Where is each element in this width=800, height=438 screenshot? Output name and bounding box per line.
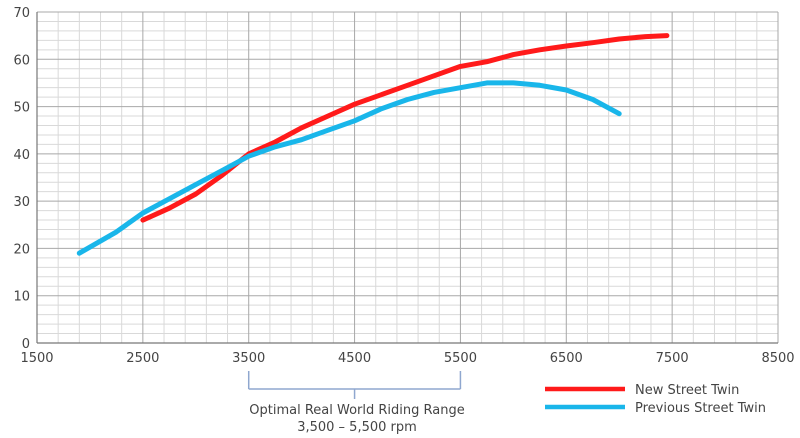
series-lines [76, 33, 670, 256]
x-tick-label: 4500 [338, 351, 371, 366]
x-tick-label: 2500 [126, 351, 159, 366]
x-tick-label: 6500 [550, 351, 583, 366]
y-tick-label: 10 [13, 290, 30, 305]
x-tick-label: 7500 [656, 351, 689, 366]
x-tick-label: 1500 [20, 351, 53, 366]
y-tick-label: 60 [13, 53, 30, 68]
y-tick-label: 30 [13, 195, 30, 210]
x-tick-label: 3500 [232, 351, 265, 366]
legend-label-previous-street-twin: Previous Street Twin [635, 401, 766, 416]
y-tick-label: 0 [22, 337, 30, 352]
range-annotation-line2: 3,500 – 5,500 rpm [297, 420, 417, 435]
legend: New Street Twin Previous Street Twin [545, 383, 766, 416]
x-tick-labels: 1500 2500 3500 4500 5500 6500 7500 8500 [20, 351, 794, 366]
minor-grid [37, 12, 778, 343]
y-tick-labels: 0 10 20 30 40 50 60 70 [13, 6, 30, 352]
y-tick-label: 20 [13, 242, 30, 257]
series-line-previous-street-twin [76, 80, 622, 256]
x-tick-label: 8500 [761, 351, 794, 366]
y-tick-label: 40 [13, 148, 30, 163]
range-bracket [247, 371, 462, 399]
x-tick-label: 5500 [444, 351, 477, 366]
y-tick-label: 70 [13, 6, 30, 21]
axes [36, 12, 778, 344]
plot-background [37, 12, 778, 343]
range-annotation-line1: Optimal Real World Riding Range [249, 403, 464, 418]
legend-label-new-street-twin: New Street Twin [635, 383, 739, 398]
y-tick-label: 50 [13, 101, 30, 116]
